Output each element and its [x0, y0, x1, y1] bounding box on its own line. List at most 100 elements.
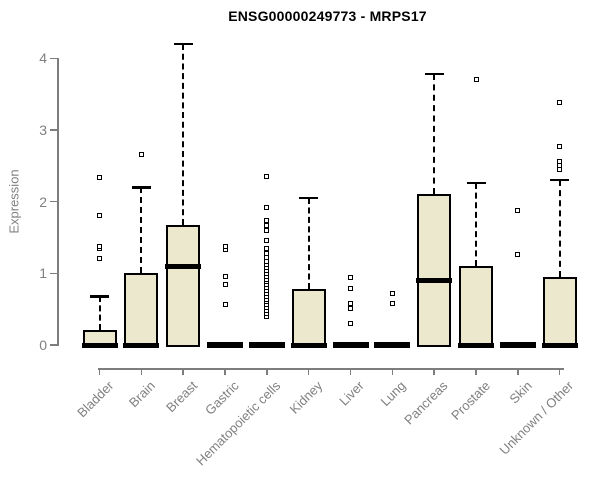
- x-category-label-gastric: Gastric: [201, 378, 242, 418]
- outlier-point: [557, 99, 563, 105]
- whisker-brain: [140, 187, 143, 274]
- outlier-point: [222, 243, 228, 249]
- x-category-label-liver: Liver: [336, 378, 368, 409]
- whisker-bladder: [98, 296, 101, 330]
- outlier-point: [557, 159, 563, 164]
- y-tick: [50, 129, 57, 131]
- box-brain: [124, 273, 159, 347]
- median-line-pancreas: [416, 277, 453, 283]
- outlier-point: [389, 290, 395, 296]
- outlier-point: [264, 255, 270, 261]
- outlier-point: [222, 302, 228, 308]
- outlier-point: [264, 259, 270, 265]
- zero-bar-gastric: [207, 342, 244, 348]
- outlier-point: [138, 151, 144, 157]
- whisker-pancreas: [433, 74, 436, 195]
- x-category-label-skin: Skin: [506, 378, 535, 407]
- x-category-label-bladder: Bladder: [73, 378, 117, 421]
- outlier-point: [557, 163, 563, 169]
- x-tick: [391, 368, 394, 375]
- whisker-cap-unknown-other: [550, 178, 570, 182]
- y-tick: [50, 57, 57, 60]
- outlier-point: [264, 237, 270, 243]
- median-line-breast: [165, 263, 202, 269]
- outlier-point: [264, 174, 270, 180]
- box-breast: [166, 224, 201, 347]
- x-category-label-kidney: Kidney: [286, 378, 326, 417]
- median-line-brain: [123, 342, 160, 348]
- outlier-point: [97, 212, 102, 218]
- median-line-bladder: [81, 342, 118, 348]
- outlier-point: [557, 143, 563, 149]
- y-tick-label: 3: [39, 121, 47, 138]
- outlier-point: [97, 243, 102, 249]
- x-tick: [140, 368, 143, 375]
- outlier-point: [222, 282, 228, 288]
- x-axis-line: [97, 368, 564, 370]
- whisker-cap-kidney: [299, 196, 319, 200]
- zero-bar-skin: [499, 342, 536, 348]
- outlier-point: [348, 305, 354, 311]
- whisker-cap-breast: [173, 42, 193, 46]
- median-line-kidney: [290, 342, 327, 348]
- median-line-prostate: [458, 342, 495, 348]
- outlier-point: [389, 300, 395, 306]
- x-tick: [475, 368, 477, 375]
- outlier-point: [264, 227, 270, 233]
- outlier-point: [348, 320, 354, 326]
- x-tick: [224, 368, 226, 375]
- whisker-cap-brain: [131, 186, 151, 189]
- outlier-point: [348, 275, 354, 281]
- outlier-point: [348, 300, 354, 306]
- whisker-kidney: [307, 198, 310, 290]
- whisker-cap-prostate: [466, 181, 486, 185]
- x-tick: [349, 368, 352, 375]
- x-category-label-pancreas: Pancreas: [401, 378, 451, 428]
- outlier-point: [264, 250, 270, 256]
- x-category-label-lung: Lung: [377, 378, 409, 410]
- outlier-point: [97, 256, 102, 262]
- whisker-cap-pancreas: [424, 72, 444, 76]
- zero-bar-hematopoietic-cells: [248, 342, 285, 348]
- outlier-point: [264, 204, 270, 210]
- whisker-cap-bladder: [90, 295, 109, 298]
- x-category-label-breast: Breast: [162, 378, 200, 416]
- x-tick: [517, 368, 519, 375]
- outlier-point: [264, 222, 270, 228]
- x-tick: [558, 368, 561, 375]
- outlier-point: [222, 274, 228, 280]
- box-prostate: [459, 266, 494, 347]
- whisker-prostate: [475, 183, 478, 267]
- outlier-point: [515, 207, 521, 213]
- box-unknown-other: [542, 276, 577, 347]
- median-line-unknown-other: [541, 342, 578, 348]
- zero-bar-lung: [374, 342, 411, 348]
- y-tick-label: 4: [39, 50, 47, 67]
- y-tick: [50, 344, 57, 346]
- whisker-breast: [182, 43, 185, 225]
- outlier-point: [264, 246, 270, 252]
- x-tick: [307, 368, 310, 375]
- chart-title: ENSG00000249773 - MRPS17: [228, 8, 427, 24]
- x-category-label-prostate: Prostate: [447, 378, 493, 423]
- y-tick: [50, 272, 57, 275]
- y-tick: [50, 200, 57, 203]
- zero-bar-liver: [332, 342, 369, 348]
- outlier-point: [97, 175, 102, 181]
- outlier-point: [348, 285, 354, 291]
- outlier-point: [473, 77, 479, 83]
- box-pancreas: [417, 194, 452, 347]
- x-category-label-brain: Brain: [125, 378, 158, 411]
- x-category-label-unknown-other: Unknown / Other: [496, 378, 577, 458]
- x-tick: [433, 368, 435, 375]
- y-tick-label: 2: [39, 193, 47, 210]
- x-tick: [182, 368, 184, 375]
- whisker-unknown-other: [558, 180, 561, 277]
- y-tick-label: 0: [39, 337, 47, 353]
- y-tick-label: 1: [39, 265, 47, 282]
- box-kidney: [291, 289, 326, 347]
- y-axis-line: [57, 58, 59, 346]
- x-tick: [98, 368, 101, 375]
